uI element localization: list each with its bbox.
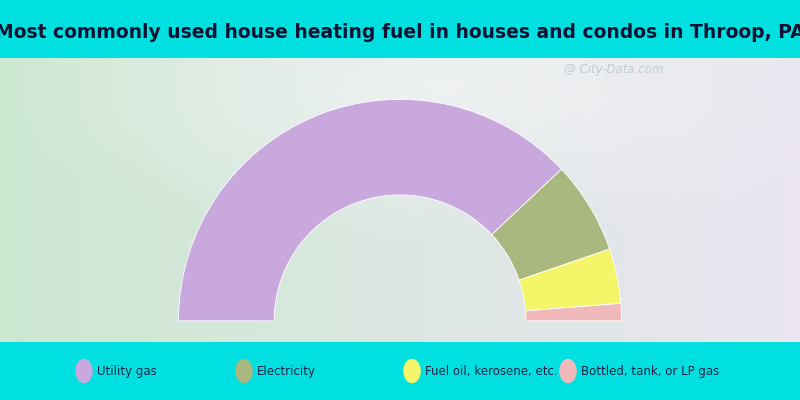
Wedge shape — [519, 249, 621, 311]
Text: Fuel oil, kerosene, etc.: Fuel oil, kerosene, etc. — [425, 364, 558, 378]
Ellipse shape — [235, 359, 253, 383]
Ellipse shape — [559, 359, 577, 383]
Text: Bottled, tank, or LP gas: Bottled, tank, or LP gas — [581, 364, 719, 378]
Wedge shape — [526, 304, 622, 321]
Text: Most commonly used house heating fuel in houses and condos in Throop, PA: Most commonly used house heating fuel in… — [0, 23, 800, 42]
Text: Utility gas: Utility gas — [97, 364, 157, 378]
Wedge shape — [492, 169, 610, 280]
Text: Electricity: Electricity — [257, 364, 316, 378]
Wedge shape — [178, 99, 562, 321]
Ellipse shape — [403, 359, 421, 383]
Text: @ City-Data.com: @ City-Data.com — [564, 63, 664, 76]
Ellipse shape — [75, 359, 93, 383]
